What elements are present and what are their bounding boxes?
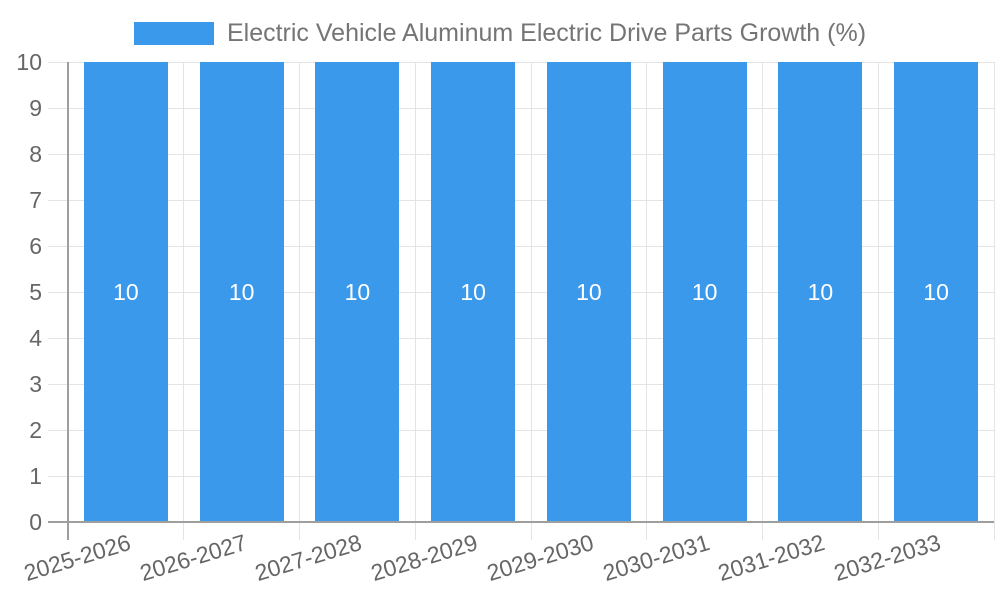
- x-axis-label: 2030-2031: [599, 529, 713, 587]
- bar-2028-2029[interactable]: 10: [431, 62, 516, 522]
- legend-swatch: [133, 21, 214, 45]
- y-gridline: [48, 429, 994, 431]
- bar-2026-2027[interactable]: 10: [199, 62, 284, 522]
- x-axis-label: 2031-2032: [715, 529, 828, 587]
- y-gridline: [48, 61, 994, 63]
- y-gridline: [48, 199, 994, 201]
- y-gridline: [48, 291, 994, 293]
- bar-2027-2028[interactable]: 10: [315, 62, 400, 522]
- x-gridline: [646, 62, 648, 540]
- bar-value-label: 10: [344, 278, 371, 305]
- y-axis-tick-label: 8: [29, 141, 42, 167]
- x-axis-label: 2029-2030: [483, 529, 597, 587]
- legend-label: Electric Vehicle Aluminum Electric Drive…: [226, 19, 867, 47]
- x-gridline: [530, 62, 532, 540]
- x-gridline: [183, 62, 185, 540]
- y-axis-line: [67, 62, 69, 540]
- x-axis-label: 2028-2029: [367, 529, 481, 587]
- y-axis-tick-label: 7: [29, 187, 42, 213]
- x-axis-line: [48, 521, 994, 523]
- bar-value-label: 10: [228, 278, 255, 305]
- bar-2030-2031[interactable]: 10: [662, 62, 747, 522]
- x-axis-label: 2026-2027: [136, 529, 250, 587]
- bar-value-label: 10: [113, 278, 139, 305]
- bar-value-label: 10: [576, 278, 602, 305]
- x-axis-label: 2025-2026: [20, 529, 134, 587]
- bar-2031-2032[interactable]: 10: [778, 62, 863, 522]
- x-gridline: [414, 62, 416, 540]
- x-gridline: [993, 62, 995, 540]
- bar-2025-2026[interactable]: 10: [83, 62, 168, 522]
- bar-value-label: 10: [923, 278, 949, 305]
- x-axis-label: 2027-2028: [252, 529, 365, 587]
- y-gridline: [48, 337, 994, 339]
- y-axis-tick-label: 10: [16, 49, 42, 75]
- y-axis-tick-label: 5: [29, 279, 42, 305]
- x-gridline: [877, 62, 879, 540]
- y-axis-tick-label: 4: [29, 325, 42, 351]
- y-gridline: [48, 383, 994, 385]
- x-axis-label: 2032-2033: [830, 529, 944, 587]
- bar-2032-2033[interactable]: 10: [894, 62, 979, 522]
- y-gridline: [48, 107, 994, 109]
- bar-value-label: 10: [807, 278, 834, 305]
- y-axis-tick-label: 6: [29, 233, 42, 259]
- y-axis-tick-label: 9: [29, 95, 42, 121]
- y-axis-tick-label: 0: [29, 509, 42, 535]
- bar-2029-2030[interactable]: 10: [546, 62, 631, 522]
- y-axis-tick-label: 3: [29, 371, 42, 397]
- bar-value-label: 10: [460, 278, 486, 305]
- y-axis-tick-label: 2: [29, 417, 42, 443]
- x-gridline: [299, 62, 300, 540]
- bar-value-label: 10: [691, 278, 718, 305]
- y-axis-tick-label: 1: [29, 463, 42, 489]
- y-gridline: [48, 153, 994, 155]
- y-gridline: [48, 245, 994, 247]
- chart-legend[interactable]: Electric Vehicle Aluminum Electric Drive…: [0, 14, 1000, 52]
- x-gridline: [762, 62, 763, 540]
- y-gridline: [48, 475, 994, 477]
